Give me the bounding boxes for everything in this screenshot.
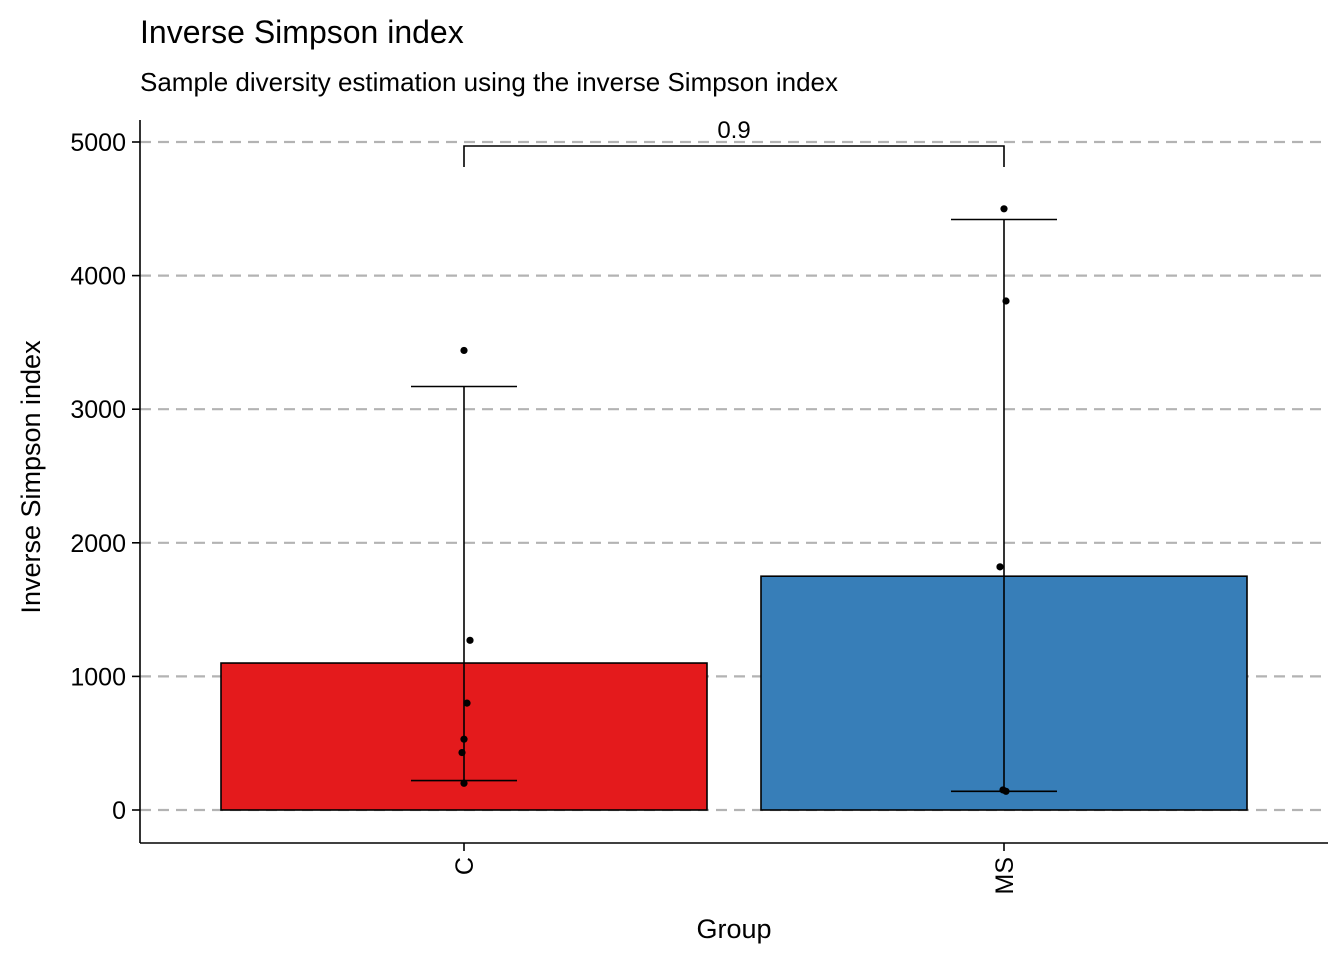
y-tick-label: 4000 [70,263,126,291]
y-axis-ticks: 0 1000 2000 3000 4000 5000 [70,129,140,825]
data-point [460,346,468,355]
y-axis-title: Inverse Simpson index [16,340,46,614]
x-tick-label: C [451,857,479,875]
data-points [458,205,1010,795]
data-point [463,699,471,707]
chart-subtitle: Sample diversity estimation using the in… [140,67,838,97]
y-tick-label: 0 [112,797,126,825]
x-axis-ticks: C MS [451,843,1019,895]
data-point [460,779,468,787]
significance-bracket: 0.9 [463,117,1005,167]
data-point [460,735,468,743]
data-point [1002,787,1010,795]
bars [220,575,1248,811]
x-tick-label: MS [991,857,1019,895]
axes [139,120,1328,844]
x-axis-title: Group [696,914,771,944]
y-tick-label: 5000 [70,129,126,157]
bracket-line [463,145,1005,167]
y-tick-label: 1000 [70,663,126,691]
p-value-label: 0.9 [717,117,750,144]
data-point [996,563,1004,571]
data-point [1000,205,1008,213]
y-tick-label: 2000 [70,530,126,558]
data-point [458,748,466,757]
data-point [466,636,474,644]
y-tick-label: 3000 [70,396,126,424]
data-point [1002,297,1010,305]
chart-title: Inverse Simpson index [140,14,464,50]
